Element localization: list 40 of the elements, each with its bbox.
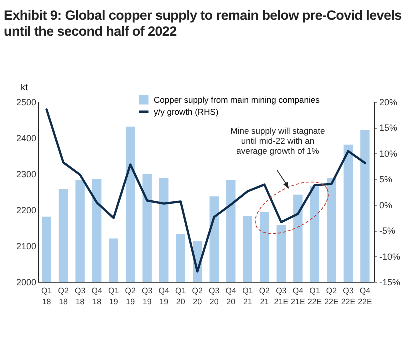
x-tick-label: Q2 18 — [58, 286, 70, 306]
y2-tick-label: -10% — [380, 252, 401, 262]
legend-label: y/y growth (RHS) — [154, 107, 219, 117]
y-tick-label: 2500 — [16, 98, 36, 108]
chart-title: Exhibit 9: Global copper supply to remain below pre-Covid levels until the second half of 2022 — [4, 8, 403, 40]
y-tick-label: 2300 — [16, 170, 36, 180]
y2-tick-label: -15% — [380, 278, 401, 288]
x-tick-label: Q3 22E — [341, 286, 356, 306]
x-tick-label: Q3 18 — [74, 286, 86, 306]
x-tick-label: Q1 22E — [308, 286, 322, 306]
y2-tick-label: 20% — [380, 98, 398, 108]
y2-tick-label: 5% — [380, 174, 393, 185]
x-tick-label: Q3 19 — [142, 286, 154, 306]
x-tick-label: Q4 18 — [92, 286, 103, 306]
x-tick-label: Q2 21 — [259, 286, 271, 306]
x-tick-label: Q4 19 — [158, 286, 170, 306]
y2-tick-label: 10% — [380, 148, 398, 159]
x-tick-label: Q2 20 — [192, 286, 204, 306]
line-series — [46, 108, 366, 273]
x-tick-label: Q1 18 — [41, 286, 53, 306]
y2-tick-label: 0% — [380, 200, 393, 210]
legend-label: Copper supply from main mining companies — [154, 95, 320, 105]
y-tick-label: 2100 — [16, 242, 36, 252]
x-tick-label: Q4 20 — [226, 286, 238, 306]
y-tick-label: 2200 — [16, 206, 36, 216]
x-tick-label: Q3 21E — [274, 286, 289, 306]
y-tick-label: 2000 — [16, 278, 36, 288]
y2-tick-label: -5% — [380, 226, 396, 236]
x-tick-label: Q1 20 — [176, 286, 187, 306]
y2-tick-label: 15% — [380, 123, 398, 134]
x-tick-label: Q4 21E — [291, 286, 306, 306]
y-tick-label: 2400 — [16, 134, 36, 144]
y-axis-title: kt — [20, 82, 28, 92]
x-tick-label: Q2 22E — [324, 286, 339, 306]
x-tick-label: Q1 19 — [108, 286, 120, 306]
annotation: Mine supply will stagnate until mid-22 with an average growth of 1% — [230, 126, 326, 156]
x-tick-label: Q3 20 — [209, 286, 220, 306]
x-tick-label: Q2 19 — [125, 286, 136, 306]
x-tick-label: Q4 22E — [358, 286, 372, 306]
x-tick-label: Q1 21 — [242, 286, 254, 306]
